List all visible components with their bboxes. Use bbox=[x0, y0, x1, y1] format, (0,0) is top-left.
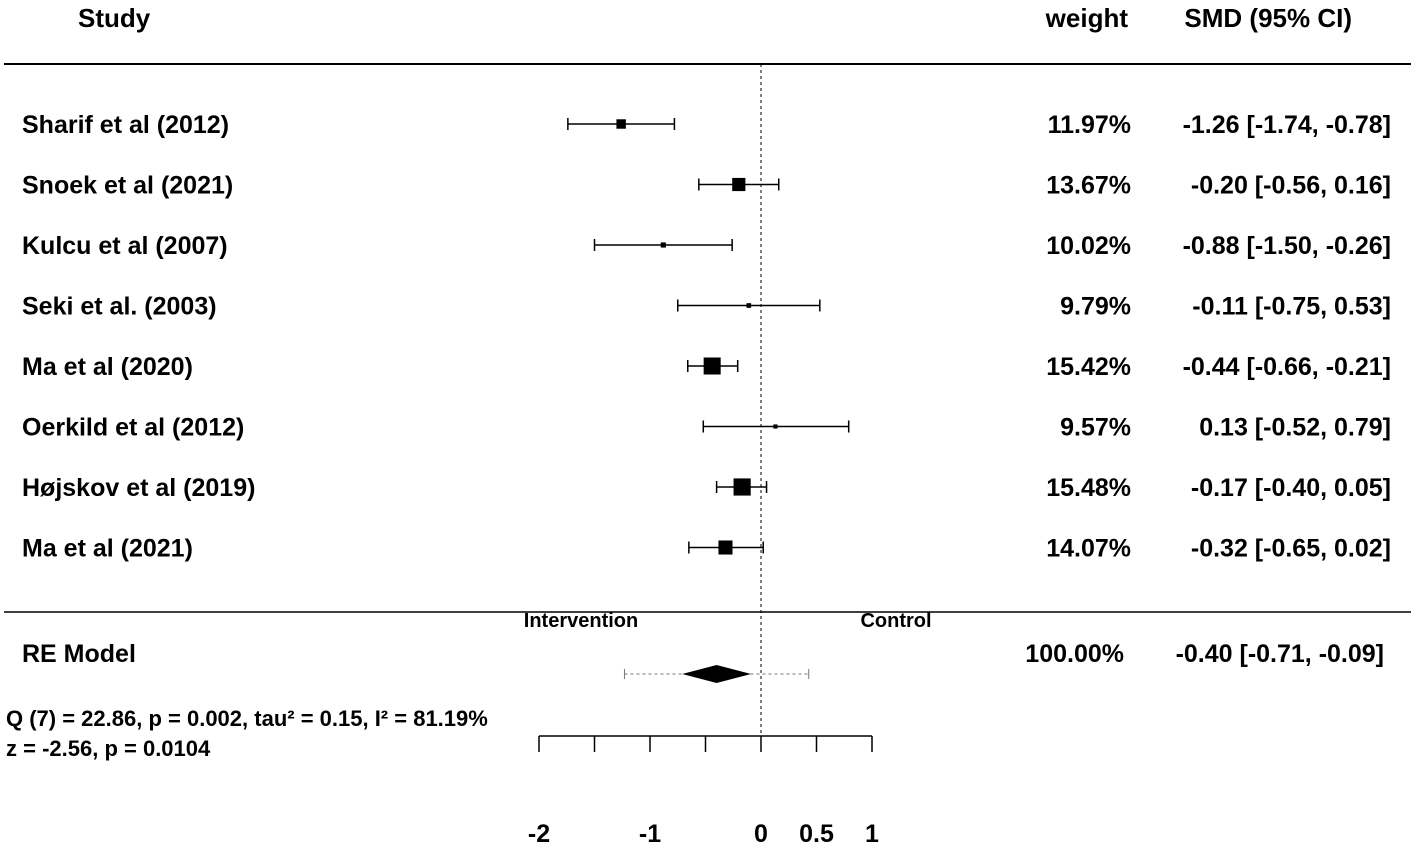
effect-point bbox=[660, 242, 666, 248]
x-tick-label: -1 bbox=[639, 820, 661, 846]
effect-point bbox=[616, 119, 626, 129]
study-row: Seki et al. (2003) 9.79% -0.11 [-0.75, 0.5… bbox=[22, 293, 1391, 321]
study-ci: -0.20 [-0.56, 0.16] bbox=[1191, 172, 1391, 200]
study-label: Sharif et al (2012) bbox=[22, 111, 229, 139]
study-weight: 15.42% bbox=[1046, 353, 1131, 381]
study-row: Ma et al (2020) 15.42% -0.44 [-0.66, -0.21… bbox=[22, 353, 1391, 381]
effect-point bbox=[732, 177, 746, 192]
study-label: Ma et al (2021) bbox=[22, 535, 193, 563]
study-row: Oerkild et al (2012) 9.57% 0.13 [-0.52, 0.… bbox=[22, 414, 1391, 442]
study-label: Seki et al. (2003) bbox=[22, 293, 217, 321]
study-row: Højskov et al (2019) 15.48% -0.17 [-0.40, … bbox=[22, 474, 1391, 502]
effect-point bbox=[733, 478, 751, 496]
effect-point bbox=[773, 424, 778, 429]
study-label: Snoek et al (2021) bbox=[22, 172, 233, 200]
study-weight: 9.79% bbox=[1060, 293, 1131, 321]
study-label: Kulcu et al (2007) bbox=[22, 232, 228, 260]
study-rows: Sharif et al (2012) 11.97% -1.26 [-1.74, -… bbox=[22, 111, 1391, 563]
study-ci: -0.32 [-0.65, 0.02] bbox=[1191, 535, 1391, 563]
summary-diamond bbox=[682, 665, 752, 683]
summary-weight: 100.00% bbox=[1025, 640, 1124, 668]
study-ci: 0.13 [-0.52, 0.79] bbox=[1199, 414, 1391, 442]
study-weight: 13.67% bbox=[1046, 172, 1131, 200]
summary-row: RE Model 100.00% -0.40 [-0.71, -0.09] bbox=[22, 640, 1384, 683]
study-row: Snoek et al (2021) 13.67% -0.20 [-0.56, 0.… bbox=[22, 172, 1391, 200]
study-ci: -1.26 [-1.74, -0.78] bbox=[1183, 111, 1391, 139]
study-label: Ma et al (2020) bbox=[22, 353, 193, 381]
summary-ci: -0.40 [-0.71, -0.09] bbox=[1176, 640, 1384, 668]
x-tick-label: -2 bbox=[528, 820, 550, 846]
study-row: Ma et al (2021) 14.07% -0.32 [-0.65, 0.02] bbox=[22, 535, 1391, 563]
summary-label: RE Model bbox=[22, 640, 136, 668]
study-ci: -0.88 [-1.50, -0.26] bbox=[1183, 232, 1391, 260]
study-weight: 9.57% bbox=[1060, 414, 1131, 442]
study-weight: 11.97% bbox=[1048, 111, 1131, 139]
x-tick-label: 1 bbox=[865, 820, 879, 846]
study-row: Sharif et al (2012) 11.97% -1.26 [-1.74, -… bbox=[22, 111, 1391, 139]
study-ci: -0.17 [-0.40, 0.05] bbox=[1191, 474, 1391, 502]
x-tick-label: 0 bbox=[754, 820, 768, 846]
study-ci: -0.44 [-0.66, -0.21] bbox=[1183, 353, 1391, 381]
header-effect: SMD (95% CI) bbox=[1184, 3, 1352, 33]
study-weight: 14.07% bbox=[1046, 535, 1131, 563]
study-label: Højskov et al (2019) bbox=[22, 474, 255, 502]
study-ci: -0.11 [-0.75, 0.53] bbox=[1192, 293, 1391, 321]
heterogeneity-stats: Q (7) = 22.86, p = 0.002, tau² = 0.15, I… bbox=[6, 706, 488, 731]
effect-point bbox=[746, 303, 752, 308]
header-study: Study bbox=[78, 3, 151, 33]
header-weight: weight bbox=[1045, 3, 1129, 33]
x-tick-label: 0.5 bbox=[799, 820, 834, 846]
study-weight: 10.02% bbox=[1046, 232, 1131, 260]
study-row: Kulcu et al (2007) 10.02% -0.88 [-1.50, -0… bbox=[22, 232, 1391, 260]
study-label: Oerkild et al (2012) bbox=[22, 414, 244, 442]
effect-point bbox=[718, 540, 733, 555]
side-label-left: Intervention bbox=[524, 610, 638, 632]
side-label-right: Control bbox=[860, 610, 931, 632]
x-axis: -2 -1 0 0.5 1 bbox=[528, 735, 879, 846]
overall-effect-test: z = -2.56, p = 0.0104 bbox=[6, 736, 211, 761]
effect-point bbox=[703, 357, 721, 375]
study-weight: 15.48% bbox=[1046, 474, 1131, 502]
